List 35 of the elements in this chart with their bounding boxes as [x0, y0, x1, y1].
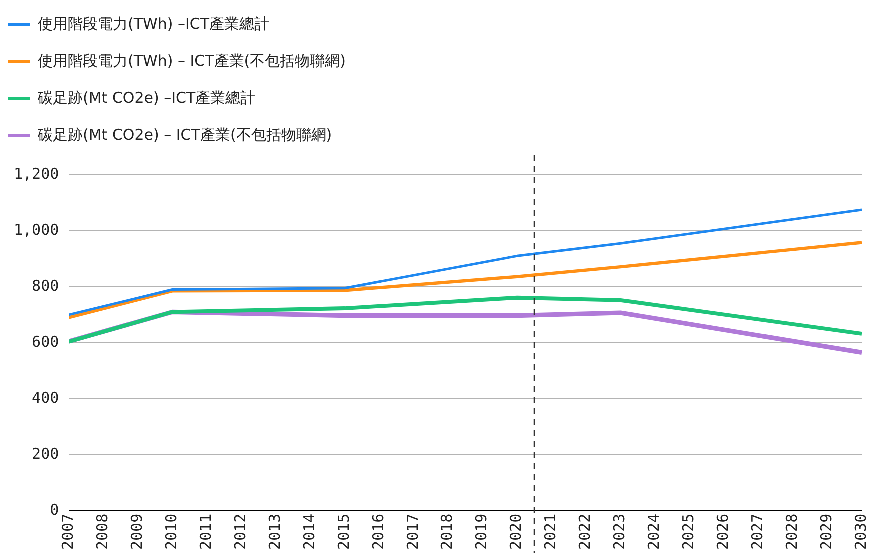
x-tick-label: 2008: [94, 514, 112, 550]
y-tick-label: 800: [32, 276, 60, 295]
x-tick-label: 2009: [128, 514, 146, 550]
y-tick-label: 1,000: [14, 220, 60, 239]
x-tick-label: 2015: [334, 514, 353, 550]
x-tick-label: 2013: [266, 514, 284, 550]
x-tick-label: 2007: [59, 514, 78, 550]
x-tick-label: 2029: [817, 514, 836, 550]
y-tick-label: 0: [50, 500, 60, 519]
y-tick-label: 1,200: [14, 164, 60, 183]
y-tick-label: 200: [32, 444, 60, 463]
x-tick-label: 2014: [300, 514, 318, 550]
x-tick-label: 2016: [369, 514, 388, 550]
legend-label: 碳足跡(Mt CO2e) –ICT產業總計: [38, 89, 256, 108]
x-tick-label: 2022: [576, 514, 594, 550]
legend-label: 碳足跡(Mt CO2e) – ICT產業(不包括物聯網): [38, 126, 332, 145]
x-tick-label: 2018: [438, 514, 456, 550]
x-tick-label: 2010: [162, 514, 180, 550]
x-tick-label: 2024: [645, 514, 664, 550]
x-tick-label: 2011: [196, 514, 215, 550]
y-tick-label: 600: [32, 332, 60, 351]
x-tick-label: 2023: [610, 514, 629, 550]
x-tick-label: 2027: [748, 514, 766, 550]
x-tick-label: 2019: [472, 514, 491, 550]
legend-label: 使用階段電力(TWh) –ICT產業總計: [38, 15, 270, 34]
x-tick-label: 2012: [231, 514, 250, 550]
x-tick-label: 2017: [404, 514, 422, 550]
x-tick-label: 2025: [680, 514, 698, 550]
y-tick-label: 400: [32, 388, 60, 407]
x-tick-label: 2026: [714, 514, 732, 550]
x-tick-label: 2020: [507, 514, 526, 550]
x-tick-label: 2028: [782, 514, 801, 550]
x-tick-label: 2030: [852, 514, 870, 550]
legend-label: 使用階段電力(TWh) – ICT產業(不包括物聯網): [38, 52, 346, 71]
x-tick-label: 2021: [542, 514, 560, 550]
